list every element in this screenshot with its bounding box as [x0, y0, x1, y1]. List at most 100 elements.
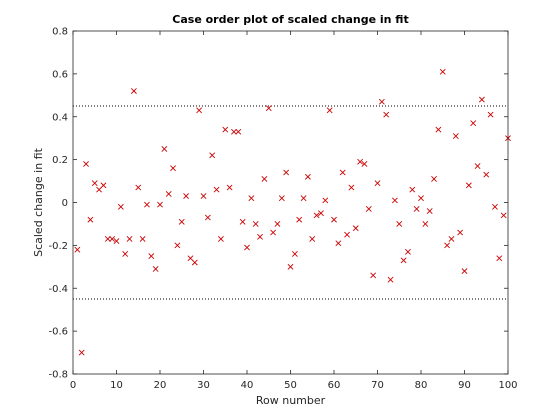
data-point	[209, 152, 216, 159]
data-point	[157, 201, 163, 208]
data-point	[252, 221, 259, 227]
x-tick-label: 30	[197, 380, 210, 391]
data-point	[374, 180, 381, 187]
data-point	[396, 221, 403, 227]
data-point	[152, 266, 159, 272]
data-point	[248, 195, 255, 202]
data-point	[196, 107, 203, 114]
chart-title: Case order plot of scaled change in fit	[172, 13, 408, 26]
data-point	[357, 158, 364, 165]
data-point	[261, 176, 268, 182]
data-point	[244, 244, 250, 251]
data-point	[278, 195, 285, 202]
data-point	[226, 184, 233, 191]
data-point	[352, 225, 359, 232]
data-point	[448, 236, 455, 242]
data-point	[296, 216, 303, 223]
x-tick-label: 20	[154, 380, 167, 391]
x-tick-label: 50	[284, 380, 297, 391]
data-point	[418, 195, 424, 202]
data-point	[113, 238, 120, 245]
y-tick-label: 0.2	[52, 155, 68, 166]
y-tick-label: -0.4	[48, 284, 68, 295]
x-tick-label: 100	[498, 380, 517, 391]
data-point	[270, 229, 277, 236]
data-point	[483, 171, 490, 178]
data-point	[387, 276, 394, 283]
data-point	[100, 182, 107, 189]
y-tick-label: -0.6	[48, 327, 68, 338]
y-tick-label: 0.6	[52, 69, 68, 80]
data-point	[274, 221, 281, 227]
data-point	[318, 210, 324, 217]
x-tick-label: 10	[110, 380, 123, 391]
data-point	[265, 105, 272, 112]
data-point	[370, 272, 377, 279]
data-point	[326, 107, 333, 114]
data-point	[178, 218, 185, 225]
x-tick-label: 90	[458, 380, 471, 391]
y-tick-label: 0.8	[52, 27, 68, 38]
data-point	[465, 182, 472, 189]
data-point	[322, 197, 329, 204]
data-point	[378, 98, 385, 105]
data-point	[444, 242, 451, 249]
data-point	[174, 242, 181, 249]
data-point	[144, 201, 150, 208]
x-axis-label: Row number	[256, 394, 326, 407]
data-point	[104, 236, 111, 242]
data-point	[361, 160, 368, 167]
data-point	[130, 88, 137, 94]
data-point	[391, 197, 398, 204]
data-point	[165, 191, 172, 197]
data-point	[344, 231, 350, 238]
data-point	[435, 126, 442, 133]
data-point	[422, 221, 429, 227]
data-point	[231, 128, 237, 135]
x-tick-label: 40	[241, 380, 254, 391]
data-point	[91, 180, 98, 187]
data-point	[331, 216, 337, 223]
data-point	[139, 236, 146, 242]
data-point	[383, 111, 390, 118]
data-point	[478, 96, 485, 103]
data-point	[300, 195, 307, 202]
data-point	[204, 214, 211, 221]
data-point	[409, 186, 416, 193]
data-point	[283, 169, 290, 176]
data-point	[339, 169, 346, 176]
data-point	[239, 218, 246, 225]
plot-area	[73, 31, 508, 374]
data-point	[461, 268, 468, 275]
reference-lines	[73, 105, 508, 300]
data-point	[148, 253, 155, 260]
data-point	[474, 163, 481, 169]
x-tick-label: 80	[415, 380, 428, 391]
y-tick-label: -0.2	[48, 241, 68, 252]
data-point	[335, 240, 342, 247]
y-tick-label: 0	[62, 198, 68, 209]
data-point	[217, 236, 224, 242]
data-point	[309, 236, 316, 242]
data-point	[405, 248, 411, 255]
data-point	[213, 186, 220, 193]
data-point	[426, 208, 433, 214]
x-axis-ticks: 0 10 20 30 40 50 60 70 80 90 100	[70, 31, 518, 391]
data-point	[200, 193, 207, 199]
data-point	[287, 263, 294, 270]
data-point	[400, 257, 407, 264]
data-point	[135, 184, 142, 191]
data-point	[257, 233, 263, 240]
data-point	[313, 212, 320, 219]
data-point	[470, 120, 477, 127]
y-tick-label: -0.8	[48, 370, 68, 381]
data-point	[457, 229, 464, 236]
data-point	[348, 184, 355, 191]
data-point	[439, 68, 446, 75]
data-point	[222, 126, 229, 133]
data-point	[83, 160, 89, 167]
data-point	[452, 133, 459, 139]
data-point	[431, 176, 437, 182]
data-point	[183, 193, 190, 199]
